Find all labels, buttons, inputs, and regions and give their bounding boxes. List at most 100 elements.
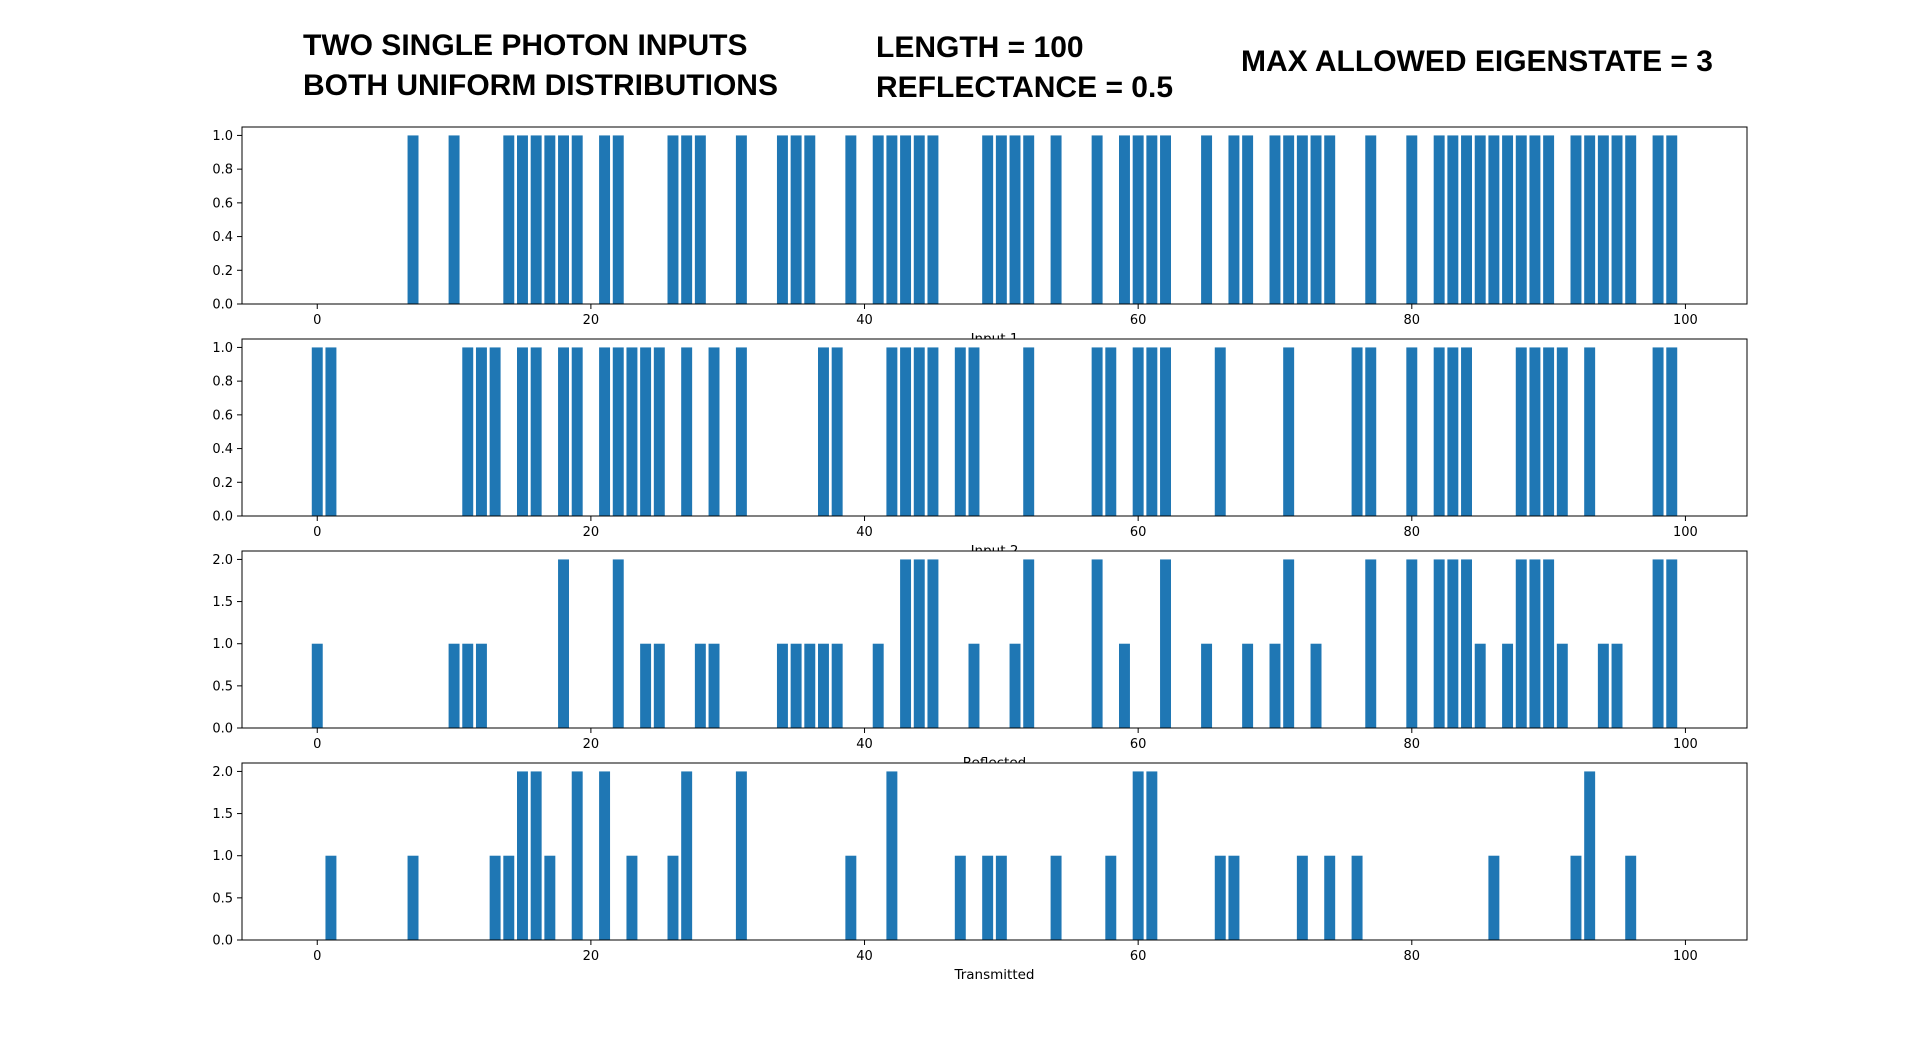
bar [1597, 135, 1609, 304]
bar [1543, 135, 1555, 304]
x-tick-label: 100 [1673, 737, 1698, 752]
axes-frame [241, 126, 1748, 305]
x-tick-label: 80 [1404, 525, 1421, 540]
bar [489, 855, 501, 940]
bar [845, 855, 857, 940]
axes-frame [241, 550, 1748, 729]
bar [1214, 855, 1226, 940]
bar [790, 643, 802, 728]
y-tick-label: 0.6 [212, 408, 233, 423]
bar [1310, 643, 1322, 728]
y-tick-label: 0.6 [212, 196, 233, 211]
bar [1146, 771, 1158, 940]
bar [1652, 135, 1664, 304]
header-line-2: BOTH UNIFORM DISTRIBUTIONS [303, 69, 778, 102]
y-tick-label: 1.5 [212, 595, 233, 610]
header-length: LENGTH = 100 [876, 31, 1084, 64]
bar [1023, 135, 1035, 304]
bar [1502, 135, 1514, 304]
bar [1023, 347, 1035, 516]
header-reflectance: REFLECTANCE = 0.5 [876, 71, 1173, 104]
bar [818, 347, 829, 516]
bar [530, 135, 542, 304]
y-tick-label: 2.0 [212, 553, 233, 568]
bar [640, 347, 652, 516]
x-tick-label: 100 [1673, 525, 1698, 540]
bar [735, 771, 747, 940]
y-tick-label: 1.0 [212, 849, 233, 864]
bar [1625, 855, 1637, 940]
y-tick-label: 0.0 [212, 510, 233, 525]
bar [1515, 135, 1527, 304]
bar [1584, 135, 1596, 304]
bar [1433, 347, 1445, 516]
header-max-eigenstate: MAX ALLOWED EIGENSTATE = 3 [1241, 45, 1713, 78]
bar [1105, 855, 1117, 940]
bar [1201, 135, 1213, 304]
x-tick-label: 0 [313, 313, 321, 328]
x-tick-label: 80 [1404, 737, 1421, 752]
bar [776, 643, 788, 728]
bar [708, 643, 720, 728]
axes-frame [241, 762, 1748, 941]
y-tick-label: 0.2 [212, 476, 233, 491]
bar [845, 135, 857, 304]
bar [626, 347, 638, 516]
bar [1105, 347, 1117, 516]
x-tick-label: 40 [856, 737, 873, 752]
bar [694, 643, 706, 728]
y-tick-label: 0.5 [212, 891, 233, 906]
bar [927, 559, 939, 728]
bar [818, 643, 829, 728]
bar [653, 643, 665, 728]
bar [1406, 559, 1418, 728]
y-tick-label: 0.5 [212, 679, 233, 694]
bar [681, 135, 693, 304]
bar [1160, 347, 1171, 516]
bar [1091, 347, 1103, 516]
axes-frame [241, 338, 1748, 517]
bar [1406, 135, 1418, 304]
bar [1433, 559, 1445, 728]
bar [517, 135, 528, 304]
bar [1132, 347, 1144, 516]
bar [681, 347, 693, 516]
bar [804, 643, 816, 728]
y-tick-label: 0.8 [212, 375, 233, 390]
x-axis-label: Transmitted [953, 967, 1034, 983]
bar [311, 347, 323, 516]
bar [831, 347, 843, 516]
bar [900, 559, 912, 728]
bar [1365, 559, 1377, 728]
x-tick-label: 20 [583, 525, 600, 540]
bar [407, 855, 419, 940]
bar [1556, 347, 1568, 516]
bar [1488, 135, 1500, 304]
bar [558, 135, 569, 304]
bar [1488, 855, 1500, 940]
bar [517, 771, 528, 940]
bar [1146, 135, 1158, 304]
bar [1447, 559, 1459, 728]
bar [1570, 135, 1582, 304]
bar [804, 135, 816, 304]
bar [1461, 347, 1472, 516]
bar [1242, 135, 1254, 304]
bar [954, 855, 966, 940]
y-tick-label: 0.4 [212, 230, 233, 245]
bar [1160, 559, 1171, 728]
axes-background [242, 763, 1747, 940]
bar [1515, 559, 1527, 728]
bar [1050, 135, 1062, 304]
bar [1023, 559, 1035, 728]
bar [475, 347, 487, 516]
bar [1351, 347, 1363, 516]
bar [599, 347, 611, 516]
x-tick-label: 20 [583, 313, 600, 328]
x-tick-label: 100 [1673, 949, 1698, 964]
bar [1050, 855, 1062, 940]
bar [1351, 855, 1363, 940]
bar [1652, 559, 1664, 728]
